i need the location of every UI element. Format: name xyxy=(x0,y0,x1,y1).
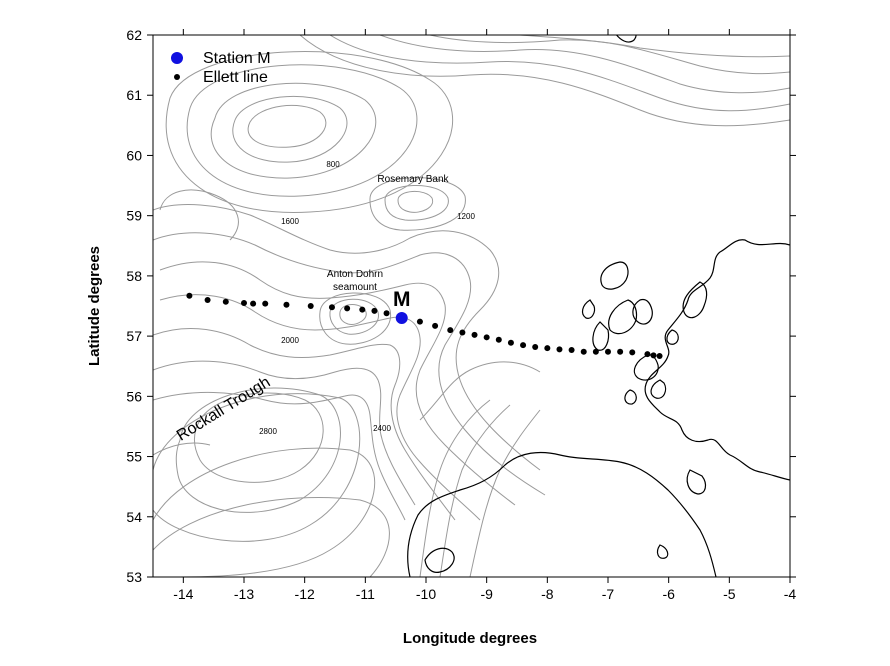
y-tick-label: 60 xyxy=(126,147,142,163)
ellett-station-point xyxy=(371,307,378,314)
bathymetry-contours xyxy=(153,35,790,577)
ellett-station-point xyxy=(186,292,193,299)
ellett-station-point xyxy=(471,331,478,338)
x-tick-label: -7 xyxy=(602,586,615,602)
depth-label-2400: 2400 xyxy=(373,424,391,433)
y-tick-label: 55 xyxy=(126,449,142,465)
ellett-station-point xyxy=(432,322,439,329)
ellett-station-point xyxy=(307,303,314,309)
x-tick-label: -13 xyxy=(234,586,254,602)
legend: Station M Ellett line xyxy=(171,50,271,86)
ellett-station-point xyxy=(617,348,624,355)
station-m-marker xyxy=(395,312,408,325)
ellett-station-point xyxy=(650,352,657,359)
depth-label-1600: 1600 xyxy=(281,217,299,226)
x-tick-label: -4 xyxy=(784,586,797,602)
ellett-station-point xyxy=(459,329,466,336)
coastline-scotland xyxy=(581,35,790,481)
y-tick-label: 53 xyxy=(126,569,142,585)
ellett-station-point xyxy=(447,327,454,334)
x-tick-label: -12 xyxy=(295,586,315,602)
ellett-station-point xyxy=(644,351,651,358)
legend-station-m-marker xyxy=(171,52,183,64)
y-tick-label: 57 xyxy=(126,328,142,344)
ellett-line-stations xyxy=(186,292,663,359)
ellett-station-point xyxy=(222,298,229,305)
ellett-station-point xyxy=(383,310,390,317)
ellett-station-point xyxy=(656,352,663,359)
ellett-station-point xyxy=(483,334,490,341)
ellett-station-point xyxy=(520,342,527,349)
ellett-station-point xyxy=(507,339,514,346)
ellett-station-point xyxy=(580,348,587,355)
y-tick-label: 59 xyxy=(126,208,142,224)
depth-label-1200: 1200 xyxy=(457,212,475,221)
ellett-station-point xyxy=(344,305,351,312)
y-tick-label: 56 xyxy=(126,388,142,404)
x-axis-title: Longitude degrees xyxy=(403,630,537,647)
x-tick-label: -11 xyxy=(356,586,375,602)
y-axis-ticks: 53 54 55 56 57 58 59 60 61 62 xyxy=(126,27,796,585)
ellett-station-point xyxy=(556,346,563,353)
ellett-station-point xyxy=(495,336,502,343)
ellett-station-point xyxy=(262,300,269,307)
ellett-station-point xyxy=(204,296,211,303)
ellett-station-point xyxy=(605,348,611,355)
y-axis-title: Latitude degrees xyxy=(86,246,103,366)
depth-label-2000: 2000 xyxy=(281,336,299,345)
ellett-station-point xyxy=(283,301,290,308)
ellett-station-point xyxy=(568,346,575,353)
x-tick-label: -8 xyxy=(541,586,554,602)
legend-ellett-line-marker xyxy=(174,74,180,80)
plot-frame xyxy=(152,34,791,578)
y-tick-label: 58 xyxy=(126,268,142,284)
x-axis-ticks: -14 -13 -12 -11 -10 -9 -8 -7 -6 -5 -4 xyxy=(173,29,796,602)
ellett-station-point xyxy=(629,349,636,356)
anton-dohrn-label-line1: Anton Dohrn xyxy=(327,269,383,280)
ellett-station-point xyxy=(544,345,551,352)
ellett-station-point xyxy=(532,343,539,350)
depth-label-2800: 2800 xyxy=(259,427,277,436)
y-tick-label: 61 xyxy=(126,87,142,103)
depth-label-800: 800 xyxy=(326,160,340,169)
ellett-station-point xyxy=(592,348,599,355)
ellett-station-point xyxy=(359,306,366,313)
x-tick-label: -9 xyxy=(480,586,493,602)
station-m-label: M xyxy=(393,288,411,311)
ellett-station-point xyxy=(250,300,257,307)
ellett-station-point xyxy=(416,318,423,325)
y-tick-label: 54 xyxy=(126,509,142,525)
x-tick-label: -5 xyxy=(723,586,736,602)
y-tick-label: 62 xyxy=(126,27,142,43)
x-tick-label: -14 xyxy=(173,586,193,602)
ellett-station-point xyxy=(328,304,335,311)
legend-station-m-label: Station M xyxy=(203,50,271,67)
x-tick-label: -10 xyxy=(416,586,436,602)
legend-ellett-line-label: Ellett line xyxy=(203,69,268,86)
rosemary-bank-label: Rosemary Bank xyxy=(377,174,449,185)
coastline-ireland xyxy=(407,451,717,577)
anton-dohrn-label-line2: seamount xyxy=(333,282,377,293)
ellett-station-point xyxy=(241,299,247,306)
x-tick-label: -6 xyxy=(662,586,675,602)
